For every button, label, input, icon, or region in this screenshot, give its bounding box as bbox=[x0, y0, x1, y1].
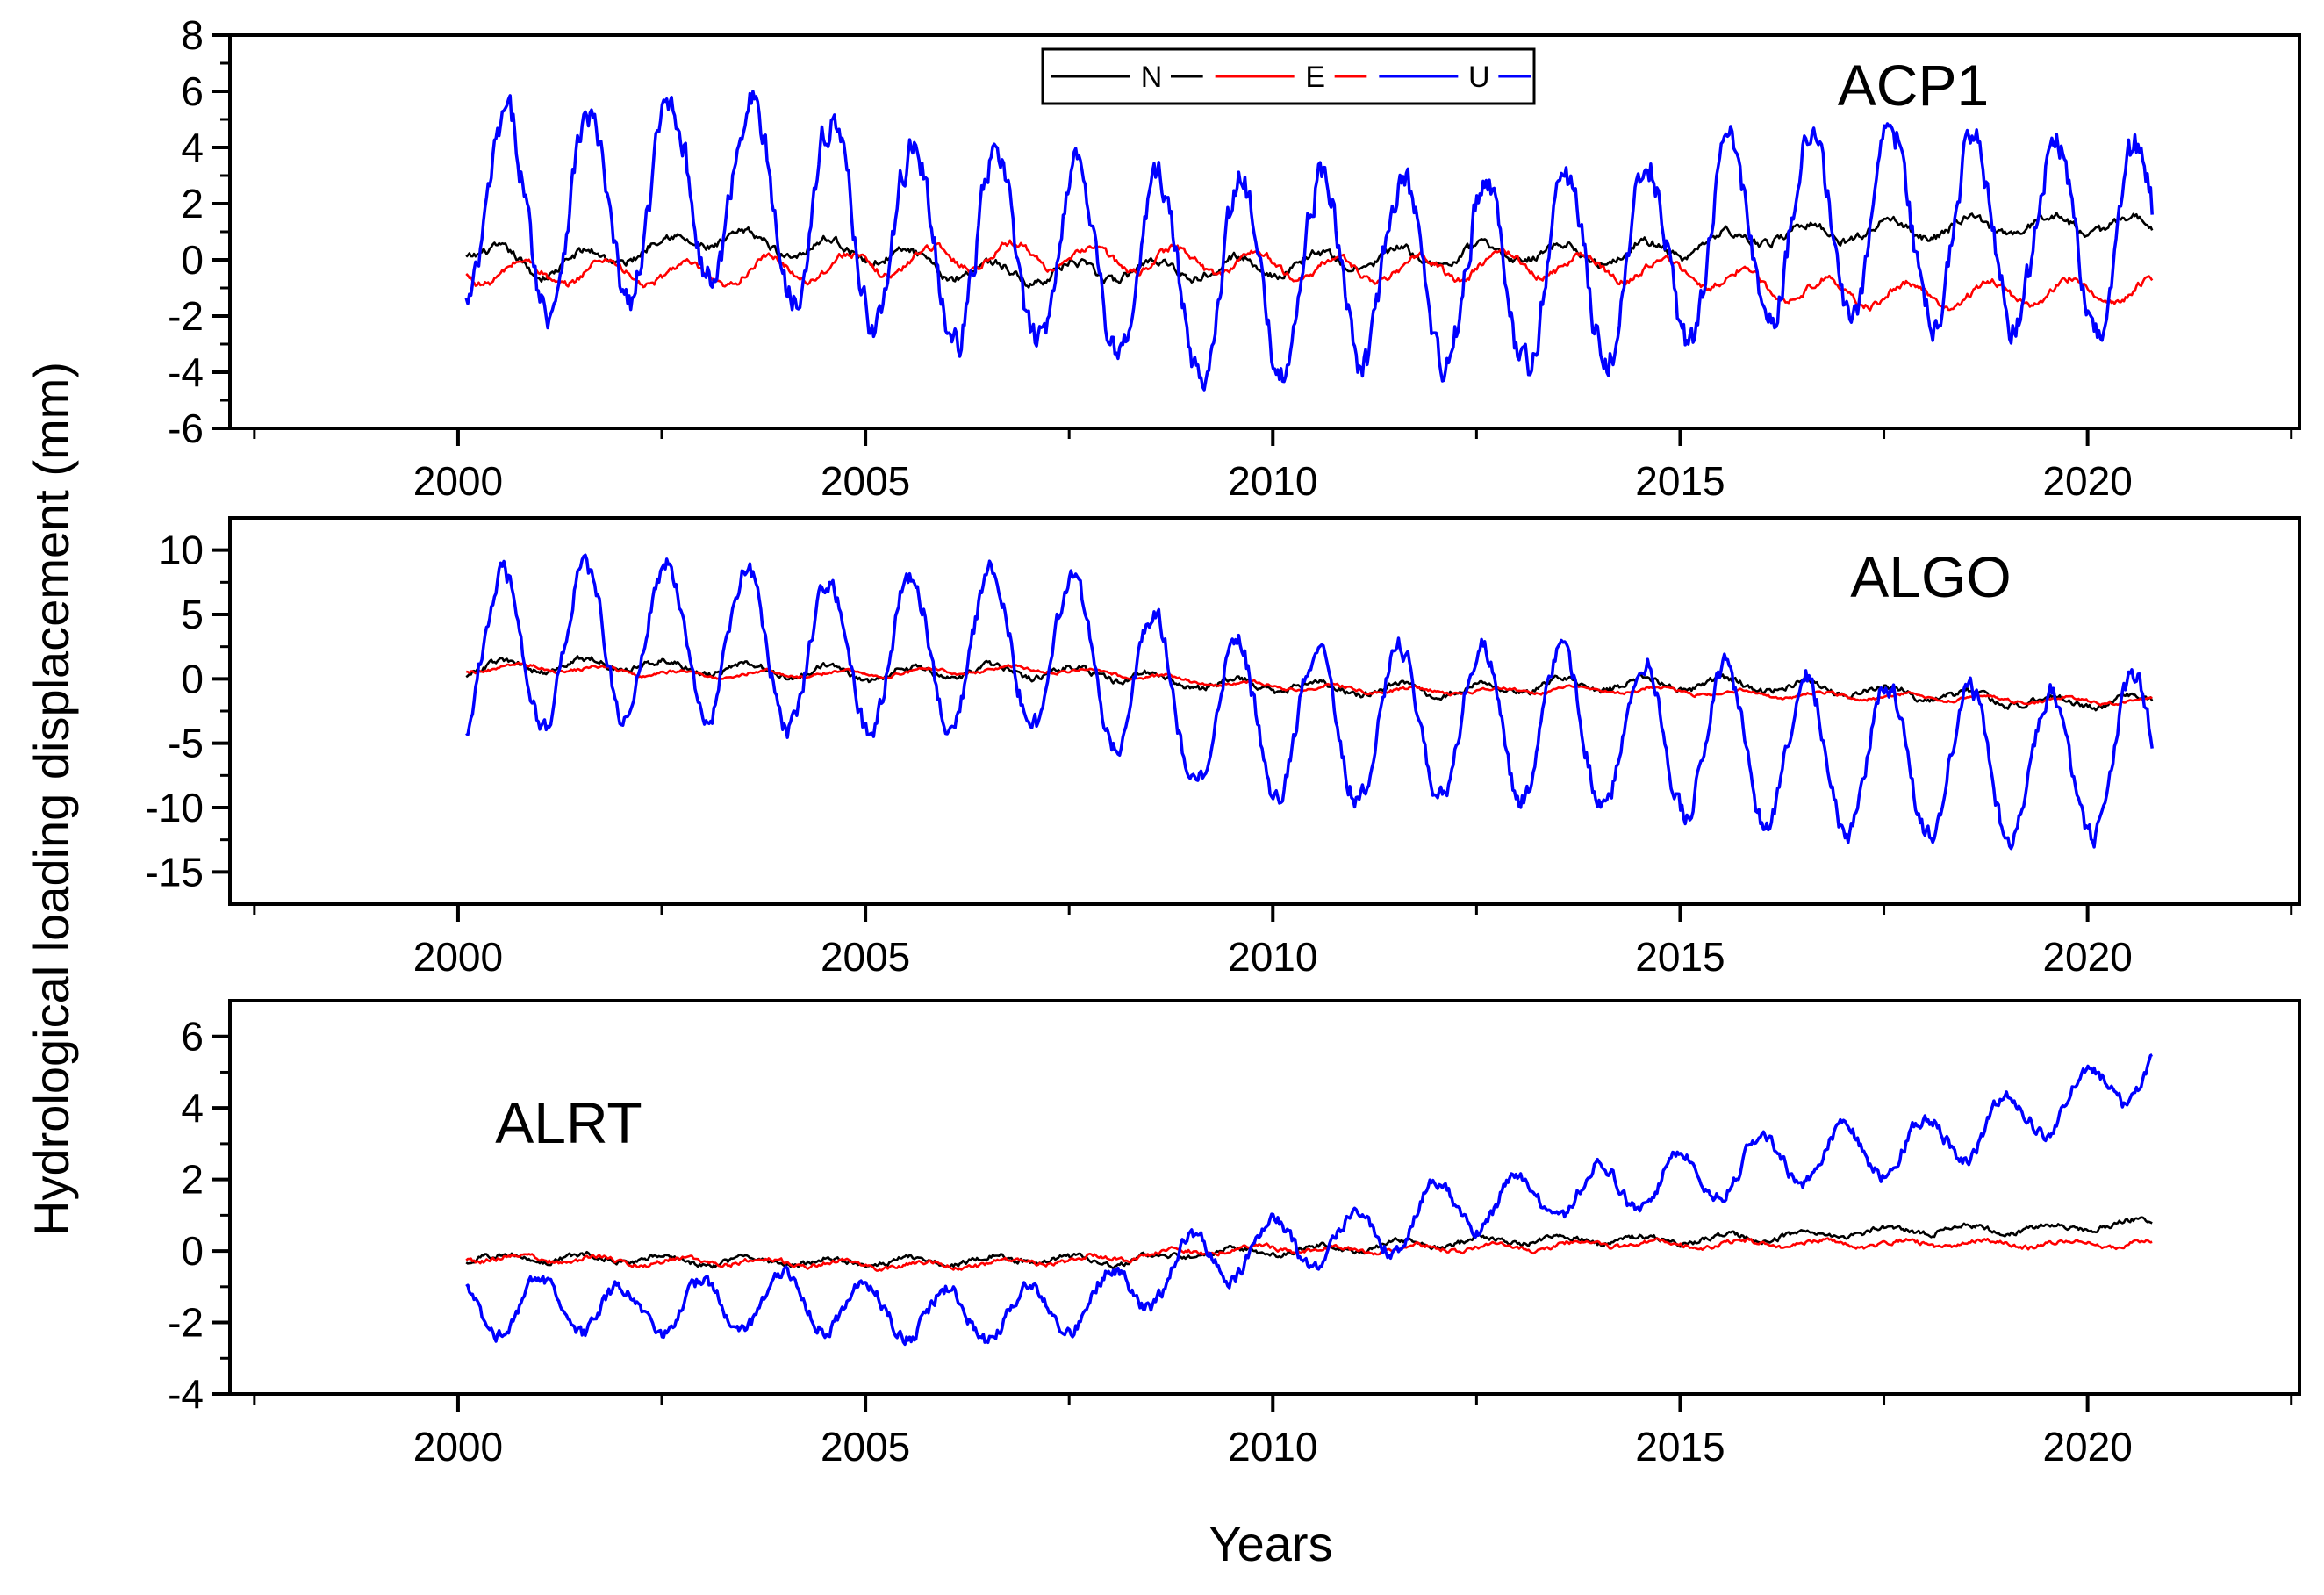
station-label: ALRT bbox=[495, 1090, 642, 1155]
series-n-line bbox=[465, 1216, 2153, 1270]
series-u-line bbox=[464, 90, 2154, 392]
y-tick-label: -6 bbox=[168, 406, 204, 451]
x-tick-label: 2020 bbox=[2042, 458, 2132, 504]
y-tick-label: 0 bbox=[181, 237, 204, 283]
y-tick-label: -15 bbox=[146, 849, 204, 894]
x-tick-label: 2005 bbox=[821, 934, 910, 980]
y-tick-label: 6 bbox=[181, 68, 204, 114]
station-label: ALGO bbox=[1850, 544, 2011, 609]
x-tick-label: 2015 bbox=[1635, 934, 1725, 980]
panel-acp1: -6 -4 -2 0 2 4 6 8 2000 2005 2010 2015 2020 ACP1 bbox=[168, 12, 2301, 504]
y-axis-title: Hydrological loading displacement (mm) bbox=[24, 362, 79, 1236]
x-tick-label: 2010 bbox=[1228, 934, 1317, 980]
series-e-line bbox=[465, 239, 2154, 312]
panel-alrt: -4 -2 0 2 4 6 2000 2005 2010 2015 2020 ALRT bbox=[168, 999, 2301, 1469]
x-tick-label: 2020 bbox=[2042, 1424, 2132, 1469]
x-tick-label: 2000 bbox=[413, 458, 503, 504]
y-tick-label: 0 bbox=[181, 1228, 204, 1274]
y-tick-label: -2 bbox=[168, 1300, 204, 1346]
legend-label-u: U bbox=[1468, 61, 1490, 94]
series-u-line bbox=[465, 1053, 2154, 1347]
y-tick-label: 2 bbox=[181, 1157, 204, 1203]
x-tick-label: 2000 bbox=[413, 934, 503, 980]
y-tick-label: 2 bbox=[181, 181, 204, 226]
y-tick-label: 4 bbox=[181, 1085, 204, 1131]
y-tick-label: 6 bbox=[181, 1014, 204, 1060]
series-e-line bbox=[465, 661, 2153, 707]
x-tick-label: 2015 bbox=[1635, 1424, 1725, 1469]
y-tick-label: -2 bbox=[168, 293, 204, 339]
y-tick-label: -4 bbox=[168, 349, 204, 395]
x-tick-label: 2005 bbox=[821, 458, 910, 504]
legend-label-n: N bbox=[1141, 61, 1163, 94]
series-e-line bbox=[465, 1237, 2153, 1272]
y-tick-label: 10 bbox=[159, 528, 204, 573]
series-u-line bbox=[465, 553, 2154, 851]
y-tick-label: -10 bbox=[146, 785, 204, 830]
x-tick-label: 2005 bbox=[821, 1424, 910, 1469]
y-tick-label: 4 bbox=[181, 125, 204, 170]
y-tick-label: 8 bbox=[181, 12, 204, 58]
panel-algo: -15 -10 -5 0 5 10 2000 2005 2010 2015 2020 ALGO bbox=[146, 516, 2301, 980]
series-n-line bbox=[465, 655, 2154, 712]
station-label: ACP1 bbox=[1838, 53, 1989, 118]
x-tick-label: 2000 bbox=[413, 1424, 503, 1469]
x-tick-label: 2015 bbox=[1635, 458, 1725, 504]
y-tick-label: -5 bbox=[168, 721, 204, 766]
panel-frame bbox=[228, 999, 2301, 1396]
x-tick-label: 2020 bbox=[2042, 934, 2132, 980]
x-axis-title: Years bbox=[1209, 1516, 1332, 1571]
y-tick-label: 5 bbox=[181, 592, 204, 637]
x-tick-label: 2010 bbox=[1228, 1424, 1317, 1469]
y-tick-label: -4 bbox=[168, 1371, 204, 1417]
legend-label-e: E bbox=[1305, 61, 1325, 94]
x-tick-label: 2010 bbox=[1228, 458, 1317, 504]
y-tick-label: 0 bbox=[181, 656, 204, 701]
